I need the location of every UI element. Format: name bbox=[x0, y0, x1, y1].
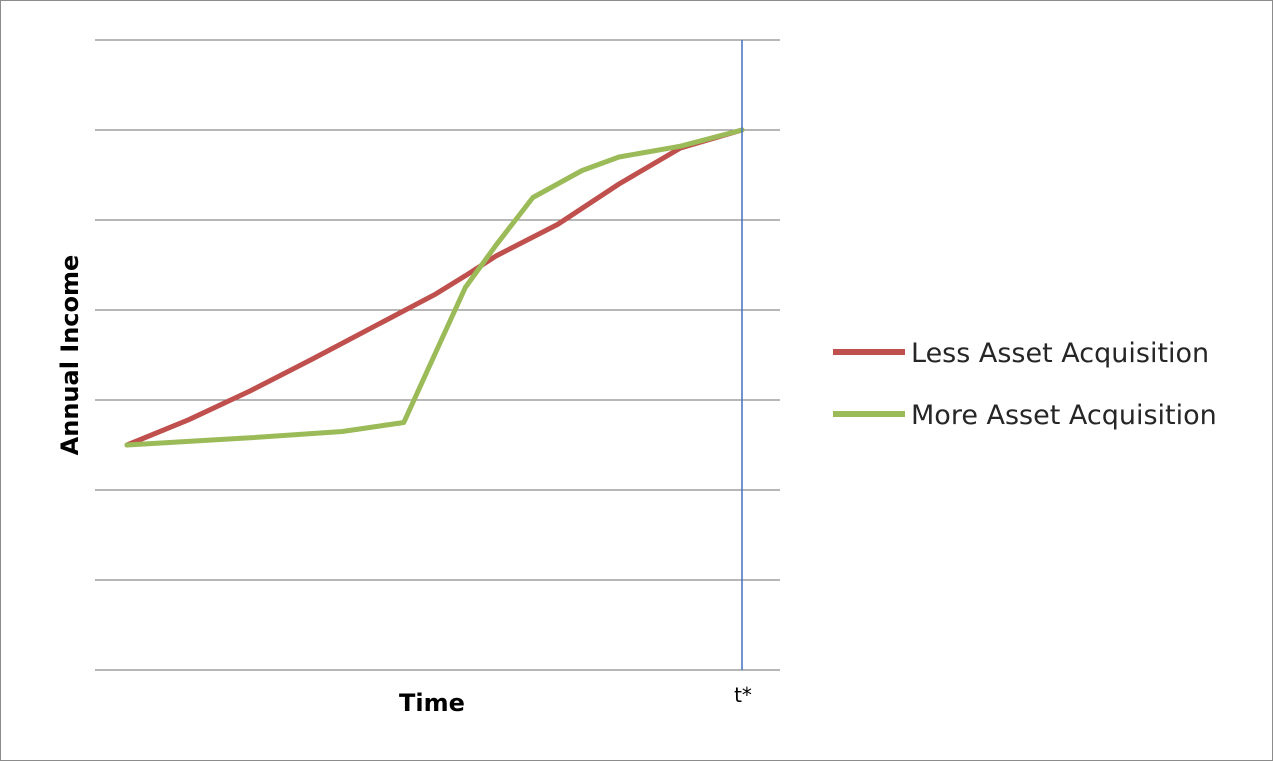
series-line-0 bbox=[124, 127, 745, 448]
x-axis-label: Time bbox=[399, 689, 465, 717]
legend-label-more: More Asset Acquisition bbox=[911, 400, 1217, 431]
series-line-1 bbox=[124, 127, 745, 448]
series-lines bbox=[124, 127, 745, 448]
y-axis-label: Annual Income bbox=[56, 255, 84, 456]
gridlines bbox=[95, 39, 780, 671]
marker-label: t* bbox=[734, 683, 752, 707]
legend-label-less: Less Asset Acquisition bbox=[911, 338, 1209, 369]
legend: Less Asset Acquisition More Asset Acquis… bbox=[833, 338, 1217, 431]
